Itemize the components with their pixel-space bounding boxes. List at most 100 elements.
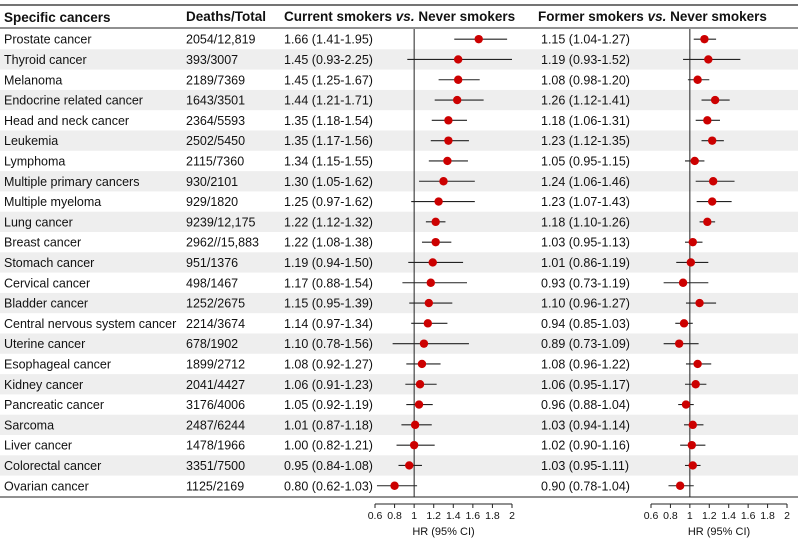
header-current-smokers: Current smokers vs. Never smokers [284,9,515,24]
hr-point [428,258,437,267]
cancer-name: Endocrine related cancer [4,94,143,108]
deaths-total: 1125/2169 [186,479,244,493]
hr-point [708,177,718,186]
hr-point [678,278,688,287]
cancer-name: Multiple myeloma [4,195,101,209]
cancer-name: Sarcoma [4,418,54,432]
deaths-total: 2364/5593 [186,114,245,128]
current-hr-label: 0.80 (0.62-1.03) [284,479,373,493]
former-hr-label: 1.06 (0.95-1.17) [541,378,630,392]
hr-point [700,34,709,44]
hr-point [708,136,717,145]
hr-point [688,461,697,470]
header-former-part2: Never smokers [666,9,767,24]
cancer-name: Central nervous system cancer [4,317,176,331]
row-band [0,171,798,192]
current-hr-label: 1.14 (0.97-1.34) [284,317,373,331]
x-tick-label: 1.2 [702,510,717,522]
cancer-name: Pancreatic cancer [4,398,104,412]
former-hr-label: 1.23 (1.12-1.35) [541,134,630,148]
former-hr-label: 0.96 (0.88-1.04) [541,398,630,412]
hr-point [681,400,691,409]
hr-point [405,461,414,470]
current-hr-label: 1.30 (1.05-1.62) [284,175,373,189]
hr-point [688,420,697,430]
former-hr-label: 0.89 (0.73-1.09) [541,337,630,351]
deaths-total: 2054/12,819 [186,33,256,47]
cancer-name: Bladder cancer [4,297,88,311]
former-hr-label: 1.18 (1.10-1.26) [541,215,630,229]
current-hr-label: 1.19 (0.94-1.50) [284,256,373,270]
former-hr-label: 1.24 (1.06-1.46) [541,175,630,189]
x-tick-label: 0.8 [663,510,678,522]
hr-point [710,95,720,105]
row-band [0,89,798,111]
hr-point [431,217,440,227]
former-hr-label: 1.18 (1.06-1.31) [541,114,630,128]
former-hr-label: 0.93 (0.73-1.19) [541,276,630,290]
former-hr-label: 1.03 (0.94-1.14) [541,418,630,432]
row-band [0,49,798,70]
row-band [0,292,798,314]
former-hr-label: 1.02 (0.90-1.16) [541,439,630,453]
current-hr-label: 1.17 (0.88-1.54) [284,276,373,290]
header-former-part1: Former smokers [538,9,648,24]
current-hr-label: 1.35 (1.18-1.54) [284,114,373,128]
current-hr-label: 1.06 (0.91-1.23) [284,378,373,392]
x-axis-label: HR (95% CI) [412,526,474,538]
hr-point [414,400,424,409]
cancer-name: Liver cancer [4,439,72,453]
cancer-name: Ovarian cancer [4,479,89,493]
deaths-total: 929/1820 [186,195,238,209]
row-band [0,414,798,435]
plot-former-smokers: 0.6 0.8 1 1.2 1.4 1.6 1.8 2 HR (95% CI) [644,29,790,538]
cancer-name: Colorectal cancer [4,459,101,473]
cancer-name: Thyroid cancer [4,53,87,67]
deaths-total: 2115/7360 [186,154,244,168]
x-tick-label: 1 [687,510,693,522]
former-hr-label: 0.90 (0.78-1.04) [541,479,630,493]
hr-point [410,420,420,430]
cancer-name: Breast cancer [4,236,81,250]
hr-point [434,197,443,206]
x-tick-label: 2 [784,510,790,522]
cancer-name: Kidney cancer [4,378,83,392]
cancer-name: Prostate cancer [4,33,92,47]
deaths-total: 1899/2712 [186,357,245,371]
hr-point [687,440,696,450]
x-axis-label: HR (95% CI) [688,526,750,538]
former-hr-label: 1.03 (0.95-1.11) [541,459,629,473]
former-hr-label: 1.10 (0.96-1.27) [541,297,630,311]
hr-point [686,258,696,267]
x-tick-label: 0.8 [387,510,402,522]
x-tick-label: 0.6 [644,510,659,522]
deaths-total: 930/2101 [186,175,238,189]
deaths-total: 2487/6244 [186,418,245,432]
table-rows: Prostate cancer 2054/12,819 1.66 (1.41-1.9… [4,33,630,494]
deaths-total: 9239/12,175 [186,215,256,229]
header-specific-cancers: Specific cancers [4,10,111,25]
row-band [0,211,798,232]
deaths-total: 2214/3674 [186,317,245,331]
row-band [0,130,798,151]
current-hr-label: 1.08 (0.92-1.27) [284,357,373,371]
current-hr-label: 0.95 (0.84-1.08) [284,459,373,473]
x-tick-label: 2 [509,510,515,522]
former-hr-label: 1.03 (0.95-1.13) [541,236,630,250]
hr-point [443,156,452,166]
current-hr-label: 1.66 (1.41-1.95) [284,33,373,47]
deaths-total: 2502/5450 [186,134,245,148]
current-hr-label: 1.45 (1.25-1.67) [284,73,373,87]
hr-point [695,298,704,308]
cancer-name: Esophageal cancer [4,357,111,371]
hr-point [703,217,712,227]
deaths-total: 393/3007 [186,53,238,67]
x-tick-label: 1.8 [760,510,775,522]
row-band [0,252,798,273]
deaths-total: 3351/7500 [186,459,245,473]
former-hr-label: 1.15 (1.04-1.27) [541,33,630,47]
hr-point [424,298,434,308]
current-hr-label: 1.44 (1.21-1.71) [284,94,373,108]
former-hr-label: 1.08 (0.98-1.20) [541,73,630,87]
hr-point [693,359,702,369]
